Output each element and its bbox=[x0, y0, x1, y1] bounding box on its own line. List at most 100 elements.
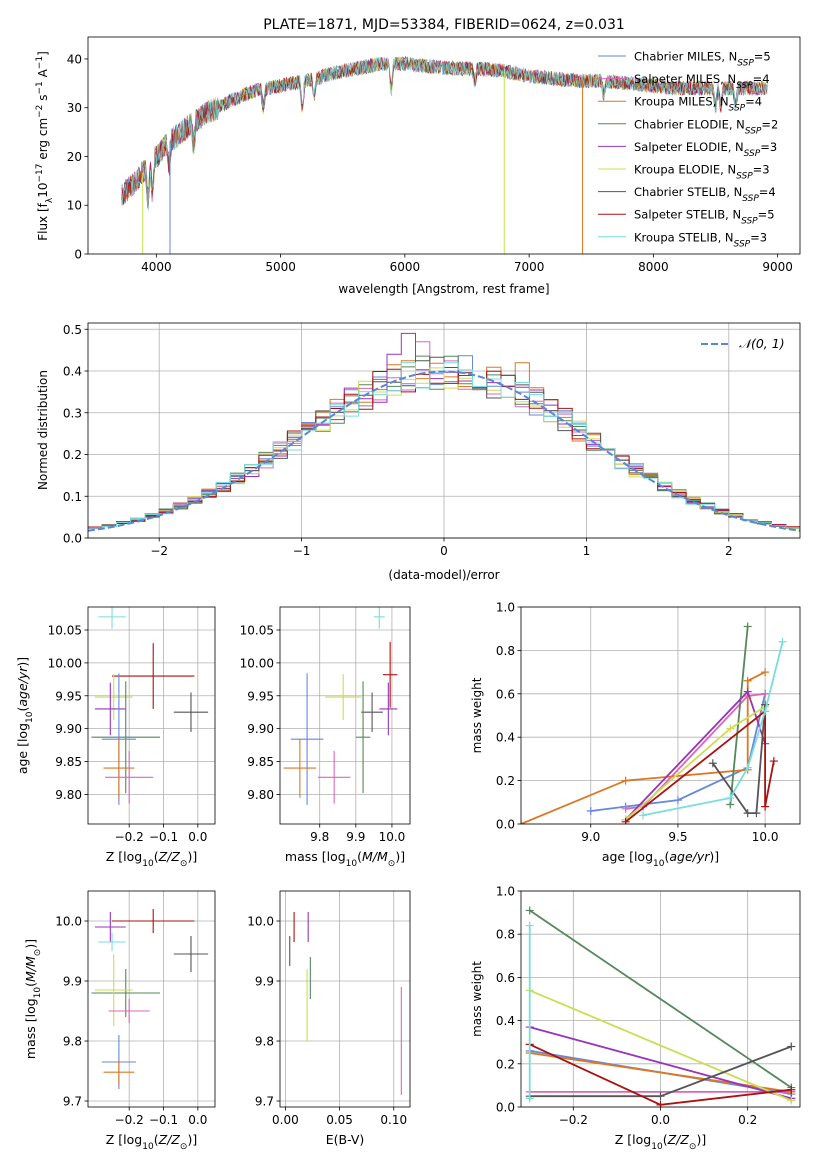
y-tick-label: 10.00 bbox=[240, 656, 274, 670]
x-tick-label: 0.10 bbox=[380, 1113, 407, 1127]
label-part: )] bbox=[15, 657, 30, 667]
y-axis-label: mass weight bbox=[470, 677, 484, 753]
label-part: ( bbox=[23, 982, 38, 987]
label-part: −1 bbox=[35, 81, 45, 94]
label-part: ⊙ bbox=[388, 859, 396, 869]
weight-marker bbox=[787, 1096, 796, 1105]
label-part: )] bbox=[23, 939, 38, 949]
plot-area-weight-vs-age bbox=[521, 622, 787, 824]
chart-title: PLATE=1871, MJD=53384, FIBERID=0624, z=0… bbox=[263, 17, 625, 33]
label-part: Chabrier ELODIE, N bbox=[634, 117, 745, 131]
label-part: mass [log bbox=[23, 998, 38, 1059]
plot-area-mass-vs-Z bbox=[91, 909, 209, 1089]
label-part: E(B-V) bbox=[326, 1132, 365, 1147]
label-part: =5 bbox=[754, 50, 771, 64]
x-tick-label: 9.9 bbox=[346, 830, 365, 844]
weight-line bbox=[529, 1026, 792, 1100]
panel-residuals: −2 −1 0 1 2 0.0 0.1 0.2 0.3 0.4 0.5 𝒩(0, 1) (data-mo… bbox=[36, 322, 801, 582]
y-tick-label: 9.80 bbox=[247, 788, 274, 802]
label-part: age [log bbox=[15, 723, 30, 774]
label-part: ( bbox=[154, 1132, 159, 1147]
y-tick-label: 0.1 bbox=[63, 490, 82, 504]
y-tick-label: 0.8 bbox=[496, 644, 515, 658]
weight-line bbox=[529, 909, 792, 1089]
y-tick-label: 1.0 bbox=[496, 601, 515, 615]
y-tick-label: 0.6 bbox=[496, 687, 515, 701]
y-tick-label: 9.80 bbox=[55, 788, 82, 802]
label-part: Z/Z bbox=[158, 849, 181, 864]
y-tick-label: 20 bbox=[67, 150, 82, 164]
y-axis-label: Flux [fλ10−17 erg cm−2 s−1 A−1] bbox=[35, 51, 55, 241]
x-axis-label: Z [log10(Z/Z⊙)] bbox=[106, 1132, 197, 1152]
label-part: SSP bbox=[741, 217, 758, 227]
x-tick-label: 0.05 bbox=[326, 1113, 353, 1127]
y-tick-label: 0.2 bbox=[496, 774, 515, 788]
weight-marker bbox=[621, 776, 630, 785]
legend-label: Kroupa ELODIE, NSSP=3 bbox=[634, 163, 770, 182]
weight-marker bbox=[743, 763, 752, 772]
label-part: 10 bbox=[33, 987, 43, 999]
axes-frame bbox=[520, 890, 801, 1108]
label-part: −2 bbox=[35, 105, 45, 118]
label-part: ⊙ bbox=[180, 1142, 188, 1152]
weight-line bbox=[625, 709, 775, 823]
x-axis-label: E(B-V) bbox=[326, 1132, 365, 1147]
label-part: Chabrier STELIB, N bbox=[634, 185, 742, 199]
x-tick-label: −0.2 bbox=[559, 1113, 588, 1127]
y-tick-label: 10.05 bbox=[48, 624, 82, 638]
label-part: Z/Z bbox=[158, 1132, 181, 1147]
y-tick-label: 10.05 bbox=[240, 624, 274, 638]
spectrum-line bbox=[121, 56, 768, 211]
weight-marker bbox=[708, 759, 717, 768]
y-tick-label: 0.2 bbox=[496, 1057, 515, 1071]
y-tick-label: 0.3 bbox=[63, 406, 82, 420]
weight-marker bbox=[621, 817, 630, 824]
x-axis-label: (data-model)/error bbox=[388, 568, 499, 582]
weight-line bbox=[529, 1052, 792, 1093]
weight-marker bbox=[769, 757, 778, 766]
y-tick-label: 9.90 bbox=[55, 722, 82, 736]
weight-marker bbox=[525, 906, 534, 915]
weight-marker bbox=[726, 793, 735, 802]
y-tick-label: 0.2 bbox=[63, 448, 82, 462]
weight-marker bbox=[656, 1100, 665, 1107]
panel-age-vs-Z: −0.2 −0.1 0.0 9.80 9.85 9.90 9.95 10.00 10.05 Z [… bbox=[15, 606, 216, 869]
axes-frame bbox=[87, 36, 801, 255]
weight-marker bbox=[787, 1085, 796, 1094]
axes-frame bbox=[279, 890, 411, 1108]
weight-marker bbox=[639, 811, 648, 820]
legend-label: Salpeter STELIB, NSSP=5 bbox=[634, 208, 775, 227]
label-part: =3 bbox=[760, 140, 777, 154]
weight-line bbox=[625, 692, 766, 810]
plot-area-residuals bbox=[88, 332, 800, 532]
y-tick-label: 10.00 bbox=[48, 656, 82, 670]
label-part: )] bbox=[395, 849, 405, 864]
y-tick-label: 0.0 bbox=[496, 818, 515, 832]
label-part: Salpeter MILES, N bbox=[634, 72, 736, 86]
label-part: SSP bbox=[736, 172, 753, 182]
label-part: SSP bbox=[744, 149, 761, 159]
label-part: ] bbox=[36, 51, 50, 56]
y-tick-label: 0.0 bbox=[63, 532, 82, 546]
weight-marker bbox=[656, 1092, 665, 1101]
panel-weight-vs-age: 9.0 9.5 10.0 0.0 0.2 0.4 0.6 0.8 1.0 age [log10(a… bbox=[470, 601, 801, 869]
legend-label: Salpeter ELODIE, NSSP=3 bbox=[634, 140, 777, 159]
label-part: =4 bbox=[753, 72, 770, 86]
weight-marker bbox=[778, 637, 787, 646]
legend-label: Chabrier ELODIE, NSSP=2 bbox=[634, 117, 778, 136]
label-part: Z [log bbox=[106, 1132, 142, 1147]
label-part: ⊙ bbox=[689, 1142, 697, 1152]
label-part: M/M bbox=[23, 956, 38, 982]
y-axis-label: mass weight bbox=[470, 961, 484, 1037]
plot-area-age-vs-Z bbox=[91, 607, 209, 805]
label-part: age [log bbox=[602, 849, 653, 864]
weight-marker bbox=[761, 802, 770, 811]
label-part: =2 bbox=[761, 117, 778, 131]
label-part: M/M bbox=[362, 849, 388, 864]
label-part: SSP bbox=[745, 126, 762, 136]
histogram-series bbox=[88, 360, 800, 529]
legend-label: Chabrier STELIB, NSSP=4 bbox=[634, 185, 776, 204]
x-tick-label: 0.2 bbox=[738, 1113, 757, 1127]
panel-weight-vs-Z: −0.2 0.0 0.2 0.0 0.2 0.4 0.6 0.8 1.0 Z [log10(Z/Z… bbox=[470, 885, 801, 1152]
